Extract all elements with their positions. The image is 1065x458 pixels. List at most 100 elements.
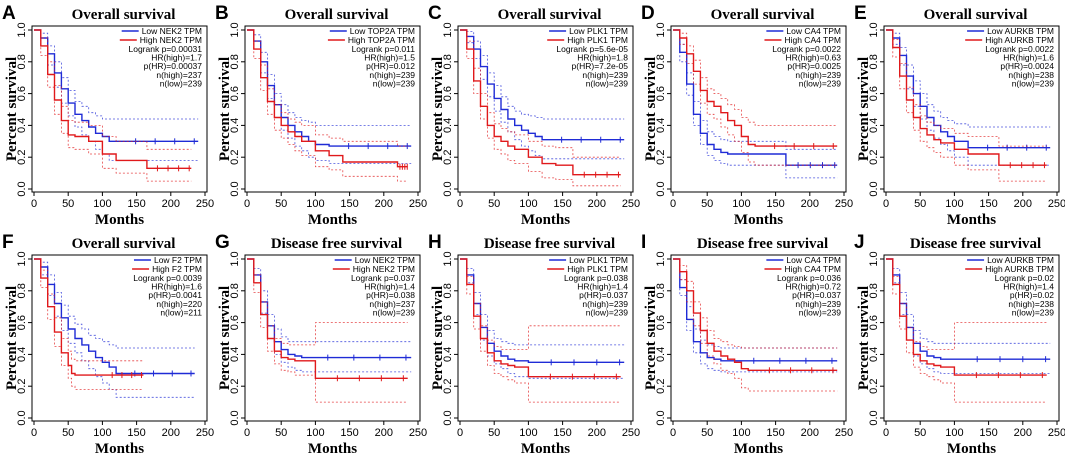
- stat-text: Logrank p=0.0022: [772, 44, 841, 54]
- y-tick-label: 0.6: [16, 315, 28, 330]
- y-axis-label: Percent survival: [4, 286, 20, 390]
- survival-curve-high: [34, 258, 144, 376]
- x-axis-label: Months: [734, 212, 783, 228]
- legend-label: Low AURKB TPM: [987, 26, 1054, 36]
- ci-lower-high: [460, 29, 621, 187]
- x-tick-label: 200: [162, 427, 180, 439]
- stat-text: p(HR)=0.012: [366, 61, 415, 71]
- x-tick-label: 150: [127, 198, 145, 210]
- stat-text: n(low)=239: [799, 307, 842, 317]
- legend-label: High AURKB TPM: [985, 35, 1054, 45]
- y-tick-label: 0.4: [229, 347, 241, 362]
- stat-text: n(low)=211: [160, 307, 202, 317]
- y-tick-label: 0.2: [16, 379, 28, 394]
- y-tick-label: 0.2: [655, 150, 667, 165]
- ci-lower-low: [673, 258, 838, 373]
- ci-lower-high: [34, 258, 144, 390]
- y-axis-label: Percent survival: [430, 286, 446, 390]
- stat-text: Logrank p=0.00031: [129, 44, 203, 54]
- x-tick-label: 50: [914, 427, 926, 439]
- y-tick-label: 0.6: [868, 86, 880, 101]
- y-tick-label: 0.8: [229, 54, 241, 69]
- ci-upper-high: [247, 29, 408, 147]
- y-tick-label: 0.8: [655, 54, 667, 69]
- survival-curve-high: [34, 29, 192, 169]
- stat-text: HR(high)=1.8: [577, 53, 628, 63]
- stat-text: n(low)=239: [799, 78, 842, 88]
- y-tick-label: 0.8: [655, 283, 667, 298]
- stat-text: n(low)=239: [586, 307, 629, 317]
- chart-title: Disease free survival: [697, 236, 828, 252]
- y-tick-label: 1.0: [655, 251, 667, 266]
- y-tick-label: 0.2: [868, 150, 880, 165]
- y-tick-label: 0.0: [655, 181, 667, 196]
- y-tick-label: 0.8: [442, 283, 454, 298]
- stat-text: n(high)=239: [582, 299, 628, 309]
- legend-label: High F2 TPM: [152, 264, 202, 274]
- panel-label: E: [854, 3, 867, 24]
- x-tick-label: 100: [306, 427, 324, 439]
- y-tick-label: 0.6: [655, 315, 667, 330]
- legend-label: Low TOP2A TPM: [350, 26, 415, 36]
- ci-upper-high: [34, 258, 144, 362]
- y-tick-label: 1.0: [16, 251, 28, 266]
- legend-label: Low PLK1 TPM: [569, 255, 628, 265]
- ci-upper-high: [673, 29, 838, 126]
- stat-text: Logrank p=0.02: [995, 273, 1055, 283]
- stat-text: p(HR)=0.037: [792, 290, 841, 300]
- x-tick-label: 250: [409, 427, 427, 439]
- stat-text: Logrank p=0.011: [352, 44, 416, 54]
- panel-h: H Disease free survival 0.0 0.2 0.4 0.6 0.8 1.0…: [428, 232, 640, 457]
- x-tick-label: 250: [409, 198, 427, 210]
- x-tick-label: 100: [306, 198, 324, 210]
- y-tick-label: 0.2: [229, 379, 241, 394]
- legend-label: High CA4 TPM: [784, 264, 841, 274]
- panel-g: G Disease free survival 0.0 0.2 0.4 0.6 0.8 1.0…: [215, 232, 427, 457]
- y-tick-label: 0.0: [442, 181, 454, 196]
- stat-text: n(high)=239: [369, 70, 415, 80]
- panel-f: F Overall survival 0.0 0.2 0.4 0.6 0.8 1.0 0 50 10…: [2, 232, 214, 457]
- panel-d: D Overall survival 0.0 0.2 0.4 0.6 0.8 1.0 0 50 10…: [641, 3, 853, 228]
- y-tick-label: 0.0: [229, 410, 241, 425]
- x-axis-label: Months: [308, 212, 357, 228]
- chart-title: Disease free survival: [271, 236, 402, 252]
- x-tick-label: 100: [519, 427, 537, 439]
- stat-text: n(high)=238: [1008, 70, 1054, 80]
- stat-text: n(low)=239: [373, 78, 416, 88]
- legend-label: Low PLK1 TPM: [569, 26, 628, 36]
- y-axis-label: Percent survival: [4, 57, 20, 161]
- y-tick-label: 0.8: [16, 283, 28, 298]
- panel-label: C: [428, 3, 442, 24]
- survival-curve-high: [460, 29, 621, 176]
- plot-frame: [670, 254, 847, 422]
- legend-label: High CA4 TPM: [784, 35, 841, 45]
- x-tick-label: 100: [93, 427, 111, 439]
- legend-label: Low NEK2 TPM: [142, 26, 202, 36]
- y-tick-label: 0.2: [868, 379, 880, 394]
- x-tick-label: 250: [1048, 198, 1065, 210]
- x-tick-label: 0: [457, 198, 463, 210]
- stat-text: n(high)=220: [156, 299, 202, 309]
- y-axis-label: Percent survival: [643, 286, 659, 390]
- x-tick-label: 100: [945, 427, 963, 439]
- y-tick-label: 0.6: [655, 86, 667, 101]
- x-tick-label: 50: [62, 427, 74, 439]
- stat-text: Logrank p=0.036: [777, 273, 841, 283]
- legend-label: Low F2 TPM: [154, 255, 202, 265]
- y-axis-label: Percent survival: [430, 57, 446, 161]
- y-tick-label: 1.0: [868, 22, 880, 37]
- legend-label: High NEK2 TPM: [353, 264, 415, 274]
- y-tick-label: 0.6: [868, 315, 880, 330]
- stat-text: HR(high)=1.4: [364, 282, 415, 292]
- x-tick-label: 0: [670, 198, 676, 210]
- panel-j: J Disease free survival 0.0 0.2 0.4 0.6 0.8 1.0…: [854, 232, 1065, 457]
- y-tick-label: 0.0: [16, 410, 28, 425]
- plot-frame: [883, 25, 1060, 193]
- x-axis-label: Months: [521, 441, 570, 457]
- survival-curve-high: [673, 29, 838, 147]
- stat-text: n(low)=239: [373, 307, 416, 317]
- survival-curve-high: [460, 258, 621, 378]
- plot-frame: [457, 25, 634, 193]
- stat-text: n(high)=239: [795, 299, 841, 309]
- ci-lower-low: [460, 29, 625, 160]
